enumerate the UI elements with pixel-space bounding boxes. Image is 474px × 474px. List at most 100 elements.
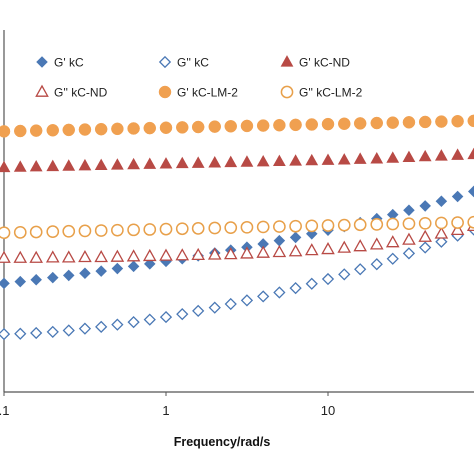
legend-marker [280, 55, 294, 67]
data-point [30, 326, 43, 340]
data-point [467, 147, 474, 160]
data-point [191, 156, 205, 168]
data-point [0, 327, 11, 341]
data-point [451, 148, 464, 160]
data-point [369, 237, 384, 250]
data-point [435, 235, 448, 248]
data-point [386, 116, 399, 129]
data-point [273, 118, 286, 132]
data-point [127, 157, 140, 170]
data-point [29, 160, 43, 172]
x-tick-label: .1 [0, 403, 9, 418]
data-point [29, 225, 43, 239]
data-point [0, 250, 11, 263]
data-point [191, 222, 205, 235]
data-point [289, 219, 302, 233]
data-point [402, 232, 416, 245]
data-point [111, 122, 124, 136]
series-1 [0, 223, 474, 341]
data-point [419, 241, 432, 254]
data-point [223, 247, 238, 260]
data-point [175, 248, 190, 261]
data-point [191, 120, 205, 134]
data-point [386, 252, 399, 265]
data-point [402, 116, 416, 129]
data-point [14, 327, 27, 340]
legend-label: G' kC-ND [299, 56, 350, 70]
data-point [159, 222, 173, 236]
data-point [78, 224, 92, 238]
data-point [224, 155, 238, 168]
data-point [418, 229, 432, 242]
data-point [305, 277, 318, 290]
data-point [337, 240, 352, 253]
data-point [78, 158, 92, 171]
data-point [403, 204, 415, 217]
data-point [419, 200, 431, 212]
data-point [143, 121, 157, 135]
x-tick-label: 1 [162, 403, 169, 418]
data-point [256, 119, 270, 132]
data-point [305, 118, 319, 131]
data-point [45, 250, 60, 263]
data-point [435, 216, 448, 230]
data-point [159, 121, 173, 134]
data-point [370, 116, 384, 130]
data-point [62, 224, 76, 238]
data-point [434, 149, 448, 161]
data-point [354, 263, 367, 276]
data-point [337, 218, 351, 232]
data-point [159, 310, 173, 324]
data-point [95, 265, 107, 277]
data-point [13, 226, 27, 239]
data-point [240, 119, 254, 133]
data-point [273, 286, 286, 299]
data-point [127, 316, 140, 329]
series-4 [0, 114, 474, 138]
x-axis-title: Frequency/rad/s [174, 435, 271, 449]
data-point [224, 297, 237, 311]
data-point [257, 290, 270, 303]
data-point [62, 324, 75, 337]
data-point [256, 245, 270, 258]
data-point [435, 115, 448, 128]
data-point [0, 226, 11, 240]
data-point [94, 224, 108, 237]
data-point [142, 248, 157, 262]
series-5 [0, 215, 474, 240]
data-point [321, 272, 335, 286]
data-point [79, 267, 91, 280]
data-point [14, 124, 27, 138]
data-point [385, 235, 400, 248]
legend-marker [36, 56, 48, 68]
data-point [402, 217, 416, 231]
data-point [467, 114, 474, 128]
data-point [46, 325, 59, 339]
x-tick-label: 10 [321, 403, 335, 418]
legend-marker [158, 55, 172, 69]
data-point [240, 294, 254, 307]
data-point [337, 153, 351, 165]
data-point [305, 153, 319, 166]
data-point [95, 320, 108, 333]
data-point [0, 277, 10, 290]
data-point [94, 250, 108, 263]
data-point [191, 247, 205, 261]
data-point [353, 152, 367, 164]
data-point [386, 151, 400, 163]
data-point [159, 157, 173, 169]
data-point [224, 120, 237, 133]
data-point [468, 185, 474, 198]
data-point [208, 221, 222, 235]
data-point [62, 123, 75, 137]
data-point [273, 234, 286, 247]
data-point [94, 158, 108, 170]
data-point [386, 217, 400, 231]
series-3 [0, 218, 474, 263]
data-point [370, 152, 384, 164]
data-point [46, 124, 60, 137]
data-point [256, 220, 270, 234]
data-point [353, 239, 367, 252]
data-point [208, 120, 222, 133]
data-point [288, 244, 303, 257]
